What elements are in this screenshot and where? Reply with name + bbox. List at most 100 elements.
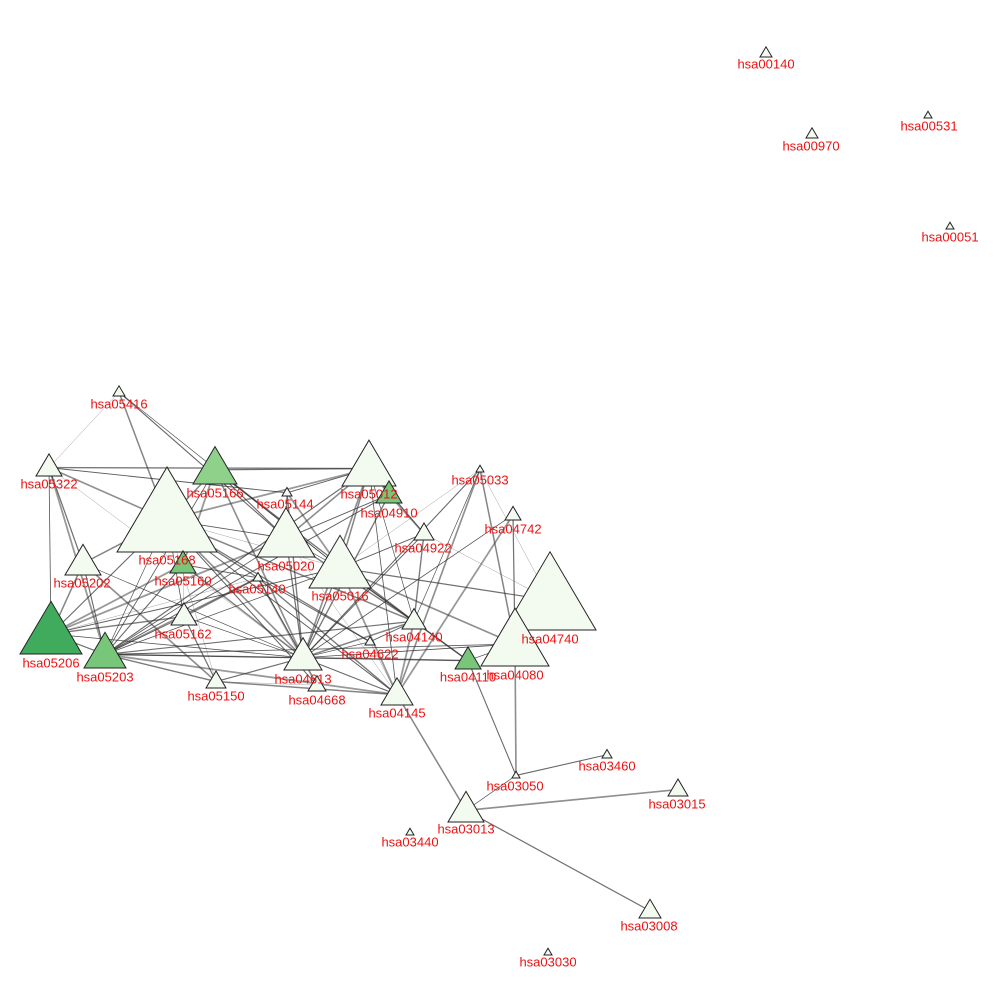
node-label-hsa05150: hsa05150	[187, 688, 244, 703]
node-label-hsa05322: hsa05322	[20, 476, 77, 491]
node-hsa05168-triangle[interactable]	[116, 466, 218, 553]
node-label-hsa03050: hsa03050	[486, 778, 543, 793]
edge-hsa05020-hsa05203	[104, 537, 287, 655]
node-hsa04622-triangle[interactable]	[364, 635, 376, 646]
node-label-hsa04668: hsa04668	[288, 692, 345, 707]
edge-hsa05203-hsa04145	[104, 653, 398, 696]
node-label-hsa03460: hsa03460	[578, 758, 635, 773]
edge-hsa04742-hsa04613	[302, 514, 514, 659]
node-hsa03050-triangle[interactable]	[511, 770, 521, 779]
node-hsa05150-triangle[interactable]	[205, 670, 227, 689]
edge-hsa05206-hsa05016	[50, 567, 341, 635]
edge-hsa04922-hsa04613	[302, 533, 425, 659]
edge-hsa05033-hsa04140	[413, 469, 481, 622]
node-hsa04668-triangle[interactable]	[307, 674, 327, 692]
edge-hsa04613-hsa04080	[302, 643, 516, 659]
edge-hsa05012-hsa04145	[368, 468, 398, 695]
node-hsa05202-triangle[interactable]	[64, 543, 102, 576]
node-label-hsa05140: hsa05140	[228, 581, 285, 596]
node-hsa04742-triangle[interactable]	[504, 505, 522, 521]
node-hsa03460-triangle[interactable]	[601, 748, 613, 759]
edge-hsa05162-hsa05150	[183, 616, 217, 682]
node-hsa05140-triangle[interactable]	[252, 571, 264, 582]
edge-hsa03013-hsa03015	[465, 788, 679, 812]
edge-hsa05150-hsa04145	[215, 680, 398, 696]
node-hsa04740-triangle[interactable]	[503, 550, 597, 631]
edge-hsa04613-hsa04110	[302, 656, 469, 662]
node-hsa04080-triangle[interactable]	[480, 607, 550, 667]
node-label-hsa05416: hsa05416	[90, 396, 147, 411]
edge-hsa05160-hsa05140	[182, 564, 259, 579]
node-hsa05322-triangle[interactable]	[35, 452, 63, 477]
edge-hsa05168-hsa05012	[166, 467, 370, 521]
edge-hsa05016-hsa04080	[339, 567, 516, 645]
edge-hsa04910-hsa05203	[104, 494, 390, 655]
edge-hsa05016-hsa04740	[339, 567, 551, 601]
node-hsa04110-triangle[interactable]	[454, 645, 482, 670]
edge-hsa04613-hsa04622	[302, 641, 371, 659]
edge-hsa05206-hsa05162	[50, 615, 185, 635]
node-hsa00051-triangle[interactable]	[945, 221, 955, 230]
edge-hsa05140-hsa04622	[257, 577, 371, 643]
node-label-hsa04140: hsa04140	[385, 629, 442, 644]
node-label-hsa04613: hsa04613	[274, 671, 331, 686]
edge-hsa05033-hsa04080	[479, 469, 516, 645]
node-hsa05033-triangle[interactable]	[475, 464, 485, 473]
edge-hsa04110-hsa03050	[467, 660, 517, 776]
node-hsa00140-triangle[interactable]	[759, 45, 773, 58]
node-label-hsa05202: hsa05202	[53, 575, 110, 590]
edge-hsa03050-hsa03460	[515, 754, 608, 776]
edge-hsa05206-hsa04613	[50, 633, 304, 659]
node-hsa05160-triangle[interactable]	[169, 549, 197, 574]
edge-hsa05020-hsa04613	[285, 538, 304, 658]
node-hsa00970-triangle[interactable]	[805, 126, 819, 139]
node-hsa05416-triangle[interactable]	[112, 384, 126, 397]
edge-hsa03050-hsa03013	[465, 775, 517, 811]
node-label-hsa00140: hsa00140	[737, 56, 794, 71]
edge-hsa05140-hsa04145	[257, 577, 398, 696]
edge-hsa05016-hsa05203	[104, 567, 341, 655]
node-hsa03015-triangle[interactable]	[667, 778, 689, 797]
node-hsa04922-triangle[interactable]	[413, 522, 435, 541]
node-hsa04613-triangle[interactable]	[283, 636, 323, 671]
node-hsa05166-triangle[interactable]	[192, 445, 238, 485]
node-label-hsa05203: hsa05203	[76, 669, 133, 684]
node-hsa04910-triangle[interactable]	[375, 479, 403, 504]
edge-hsa05166-hsa04613	[214, 469, 304, 659]
node-hsa05016-triangle[interactable]	[308, 534, 372, 589]
edge-hsa05033-hsa04613	[302, 469, 481, 659]
node-hsa05020-triangle[interactable]	[256, 506, 316, 558]
node-hsa05206-triangle[interactable]	[19, 600, 83, 655]
node-label-hsa03013: hsa03013	[437, 821, 494, 836]
node-hsa04140-triangle[interactable]	[401, 607, 427, 630]
node-label-hsa04145: hsa04145	[368, 705, 425, 720]
edge-hsa05033-hsa04145	[396, 469, 481, 695]
node-label-hsa05166: hsa05166	[186, 485, 243, 500]
node-hsa05162-triangle[interactable]	[170, 601, 198, 626]
edge-hsa04922-hsa04140	[413, 533, 425, 622]
node-hsa03008-triangle[interactable]	[638, 898, 662, 919]
edge-hsa05162-hsa05140	[183, 577, 259, 618]
node-hsa05144-triangle[interactable]	[281, 486, 293, 497]
node-label-hsa05144: hsa05144	[256, 496, 313, 511]
node-hsa04145-triangle[interactable]	[380, 676, 414, 706]
node-hsa03440-triangle[interactable]	[405, 827, 415, 836]
edge-hsa05012-hsa04140	[368, 468, 415, 622]
edge-hsa05166-hsa04140	[214, 469, 415, 622]
node-hsa03030-triangle[interactable]	[543, 947, 553, 956]
edge-hsa05206-hsa05160	[50, 563, 184, 635]
node-label-hsa05016: hsa05016	[311, 588, 368, 603]
node-label-hsa03030: hsa03030	[519, 954, 576, 969]
node-label-hsa04742: hsa04742	[484, 521, 541, 536]
edge-hsa05012-hsa05203	[104, 468, 370, 655]
node-hsa03013-triangle[interactable]	[447, 790, 485, 823]
edge-hsa04613-hsa04140	[302, 620, 415, 659]
node-label-hsa00051: hsa00051	[921, 229, 978, 244]
node-label-hsa04080: hsa04080	[486, 667, 543, 682]
edge-hsa05166-hsa05203	[104, 469, 216, 655]
edge-hsa04742-hsa04145	[396, 514, 514, 696]
node-hsa05012-triangle[interactable]	[341, 439, 397, 487]
node-hsa05203-triangle[interactable]	[83, 631, 127, 669]
node-hsa00531-triangle[interactable]	[923, 110, 933, 119]
node-label-hsa03440: hsa03440	[381, 834, 438, 849]
